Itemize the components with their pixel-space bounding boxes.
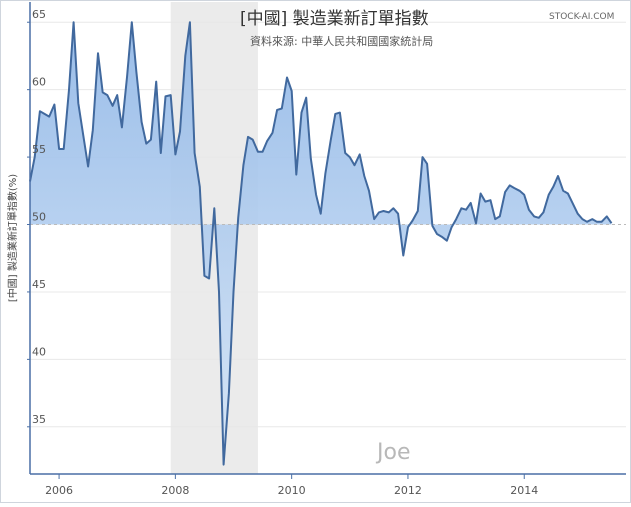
- y-tick-label: 50: [32, 211, 46, 224]
- y-tick-label: 35: [32, 413, 46, 426]
- x-tick-label: 2010: [278, 484, 306, 497]
- x-tick-label: 2008: [161, 484, 189, 497]
- y-tick-label: 60: [32, 76, 46, 89]
- chart-subtitle: 資料來源: 中華人民共和國國家統計局: [250, 34, 433, 48]
- y-tick-label: 65: [32, 8, 46, 21]
- x-tick-label: 2014: [510, 484, 538, 497]
- x-tick-label: 2012: [394, 484, 422, 497]
- series-line: [29, 21, 613, 466]
- y-tick-label: 40: [32, 345, 46, 358]
- plot-area: [30, 2, 626, 474]
- y-axis-label: [中國] 製造業新訂單指數(%): [6, 174, 19, 302]
- y-tick-label: 55: [32, 143, 46, 156]
- x-tick-label: 2006: [45, 484, 73, 497]
- brand-label: STOCK-AI.COM: [549, 12, 614, 22]
- y-tick-label: 45: [32, 278, 46, 291]
- chart-title: [中國] 製造業新訂單指數: [240, 9, 429, 29]
- watermark-text: Joe: [375, 440, 410, 465]
